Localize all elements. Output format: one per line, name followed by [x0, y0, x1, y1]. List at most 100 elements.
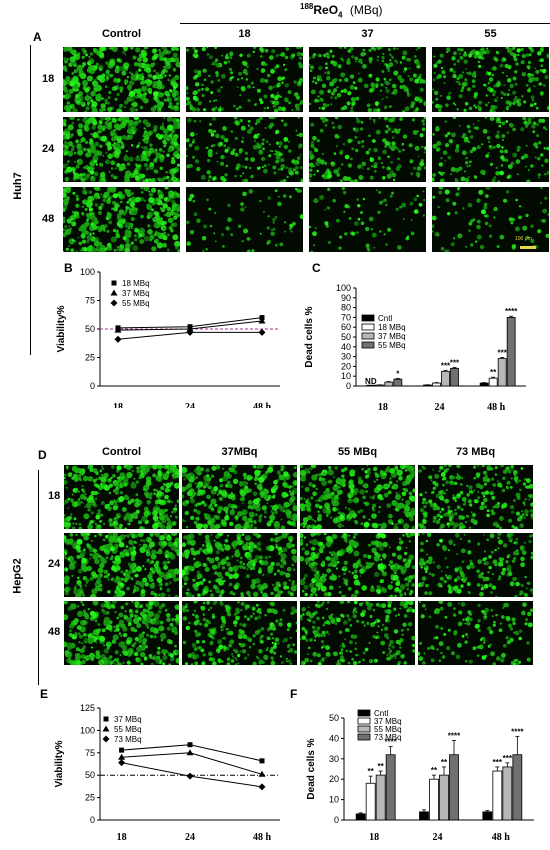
micrograph-hepg2-r1-c1 [64, 465, 179, 529]
legend-swatch [361, 341, 375, 349]
legend-swatch [361, 323, 375, 331]
x-tick-label: 48 h [253, 832, 272, 843]
bar [492, 770, 503, 821]
y-tick-label: 125 [80, 703, 95, 713]
legend-swatch [361, 314, 375, 322]
micrograph-hepg2-r3-c1 [64, 601, 179, 665]
data-point [114, 326, 122, 333]
y-tick-label: 90 [341, 293, 351, 303]
huh7-column-header-3: 37 [361, 28, 374, 40]
micrograph-huh7-r3-c4 [432, 187, 549, 252]
huh7-row-label-2: 24 [42, 142, 55, 155]
bar [506, 317, 516, 387]
legend-marker [102, 735, 110, 743]
y-tick-label: 100 [80, 725, 95, 735]
legend-entry: 55 MBq [114, 725, 142, 734]
legend-entry: 18 MBq [122, 279, 150, 288]
bar [482, 811, 493, 821]
micrograph-huh7-r3-c1 [63, 187, 180, 252]
y-axis-label: Viability% [56, 305, 67, 352]
y-tick-label: 0 [90, 381, 95, 391]
legend-entry: 37 MBq [374, 717, 402, 726]
y-tick-label: 0 [90, 815, 95, 825]
y-tick-label: 75 [85, 748, 95, 758]
data-point [187, 742, 193, 748]
micrograph-hepg2-r3-c2 [182, 601, 297, 665]
legend-marker [102, 725, 110, 732]
legend-entry: 37 MBq [114, 715, 142, 724]
panel-letter-a: A [33, 30, 42, 44]
micrograph-huh7-r3-c2 [186, 187, 303, 252]
legend-entry: 18 MBq [378, 323, 406, 332]
significance-label: **** [511, 727, 524, 736]
legend-entry: Cntl [374, 709, 388, 718]
chart-e-letter: E [40, 687, 48, 701]
legend-marker [110, 289, 118, 296]
significance-label: *** [493, 758, 503, 767]
y-tick-label: 100 [80, 267, 95, 277]
data-point [258, 770, 266, 777]
legend-swatch [357, 717, 371, 725]
micrograph-huh7-r3-c3 [309, 187, 426, 252]
huh7-column-header-1: Control [101, 28, 142, 40]
significance-label: **** [384, 738, 397, 747]
legend-marker [103, 716, 109, 722]
y-tick-label: 20 [329, 774, 339, 784]
bar [479, 382, 489, 387]
y-tick-label: 100 [336, 283, 351, 293]
huh7-label: Huh7 [11, 172, 24, 200]
data-point [258, 317, 266, 324]
y-axis-label: Viability% [54, 740, 65, 787]
micrograph-huh7-r2-c2 [186, 117, 303, 182]
y-tick-label: 0 [334, 815, 339, 825]
x-tick-label: 48 h [253, 402, 272, 408]
y-tick-label: 30 [329, 754, 339, 764]
huh7-row-label-3: 48 [42, 212, 55, 225]
legend-swatch [361, 332, 375, 340]
bar [449, 754, 459, 821]
bar [512, 754, 523, 821]
huh7-vertical-line [30, 45, 31, 355]
y-tick-label: 50 [85, 324, 95, 334]
micrograph-huh7-r1-c2 [186, 47, 303, 112]
data-point [258, 783, 266, 791]
legend-marker [110, 299, 118, 307]
significance-label: *** [503, 754, 513, 763]
hepg2-row-label-2: 24 [48, 558, 61, 570]
significance-label: **** [505, 307, 518, 316]
bar [429, 778, 439, 821]
data-point [118, 759, 126, 767]
panel-letter-d: D [38, 448, 47, 462]
micrograph-huh7-r2-c1 [63, 117, 180, 182]
micrograph-huh7-r1-c1 [63, 47, 180, 112]
micrograph-huh7-r1-c3 [309, 47, 426, 112]
y-tick-label: 0 [346, 381, 351, 391]
title-unit: (MBq) [349, 3, 383, 17]
significance-label: *** [497, 349, 507, 358]
micrograph-huh7-r1-c4 [432, 47, 549, 112]
bar [393, 378, 403, 387]
y-tick-label: 25 [85, 353, 95, 363]
bar [502, 766, 513, 821]
significance-label: ** [378, 762, 385, 771]
data-point [186, 749, 194, 756]
y-tick-label: 30 [341, 352, 351, 362]
micrograph-hepg2-r1-c2 [182, 465, 297, 529]
bar [497, 358, 507, 387]
chart-e: E 0 25 50 75 100 125 Viability% 18 24 48 h 37 MBq55… [40, 687, 280, 843]
y-axis-label: Dead cells % [304, 306, 315, 367]
y-tick-label: 70 [341, 312, 351, 322]
micrograph-hepg2-r3-c4 [418, 601, 533, 665]
y-axis-label: Dead cells % [306, 738, 317, 799]
significance-label: ** [490, 368, 497, 377]
legend-swatch [357, 733, 371, 741]
micrograph-hepg2-r1-c4 [418, 465, 533, 529]
data-point [114, 335, 122, 343]
bar [384, 381, 394, 387]
bar [432, 382, 441, 387]
legend-entry: Cntl [378, 314, 392, 323]
significance-label: ** [431, 766, 438, 775]
x-tick-label: 24 [433, 832, 443, 843]
legend-swatch [357, 709, 371, 717]
